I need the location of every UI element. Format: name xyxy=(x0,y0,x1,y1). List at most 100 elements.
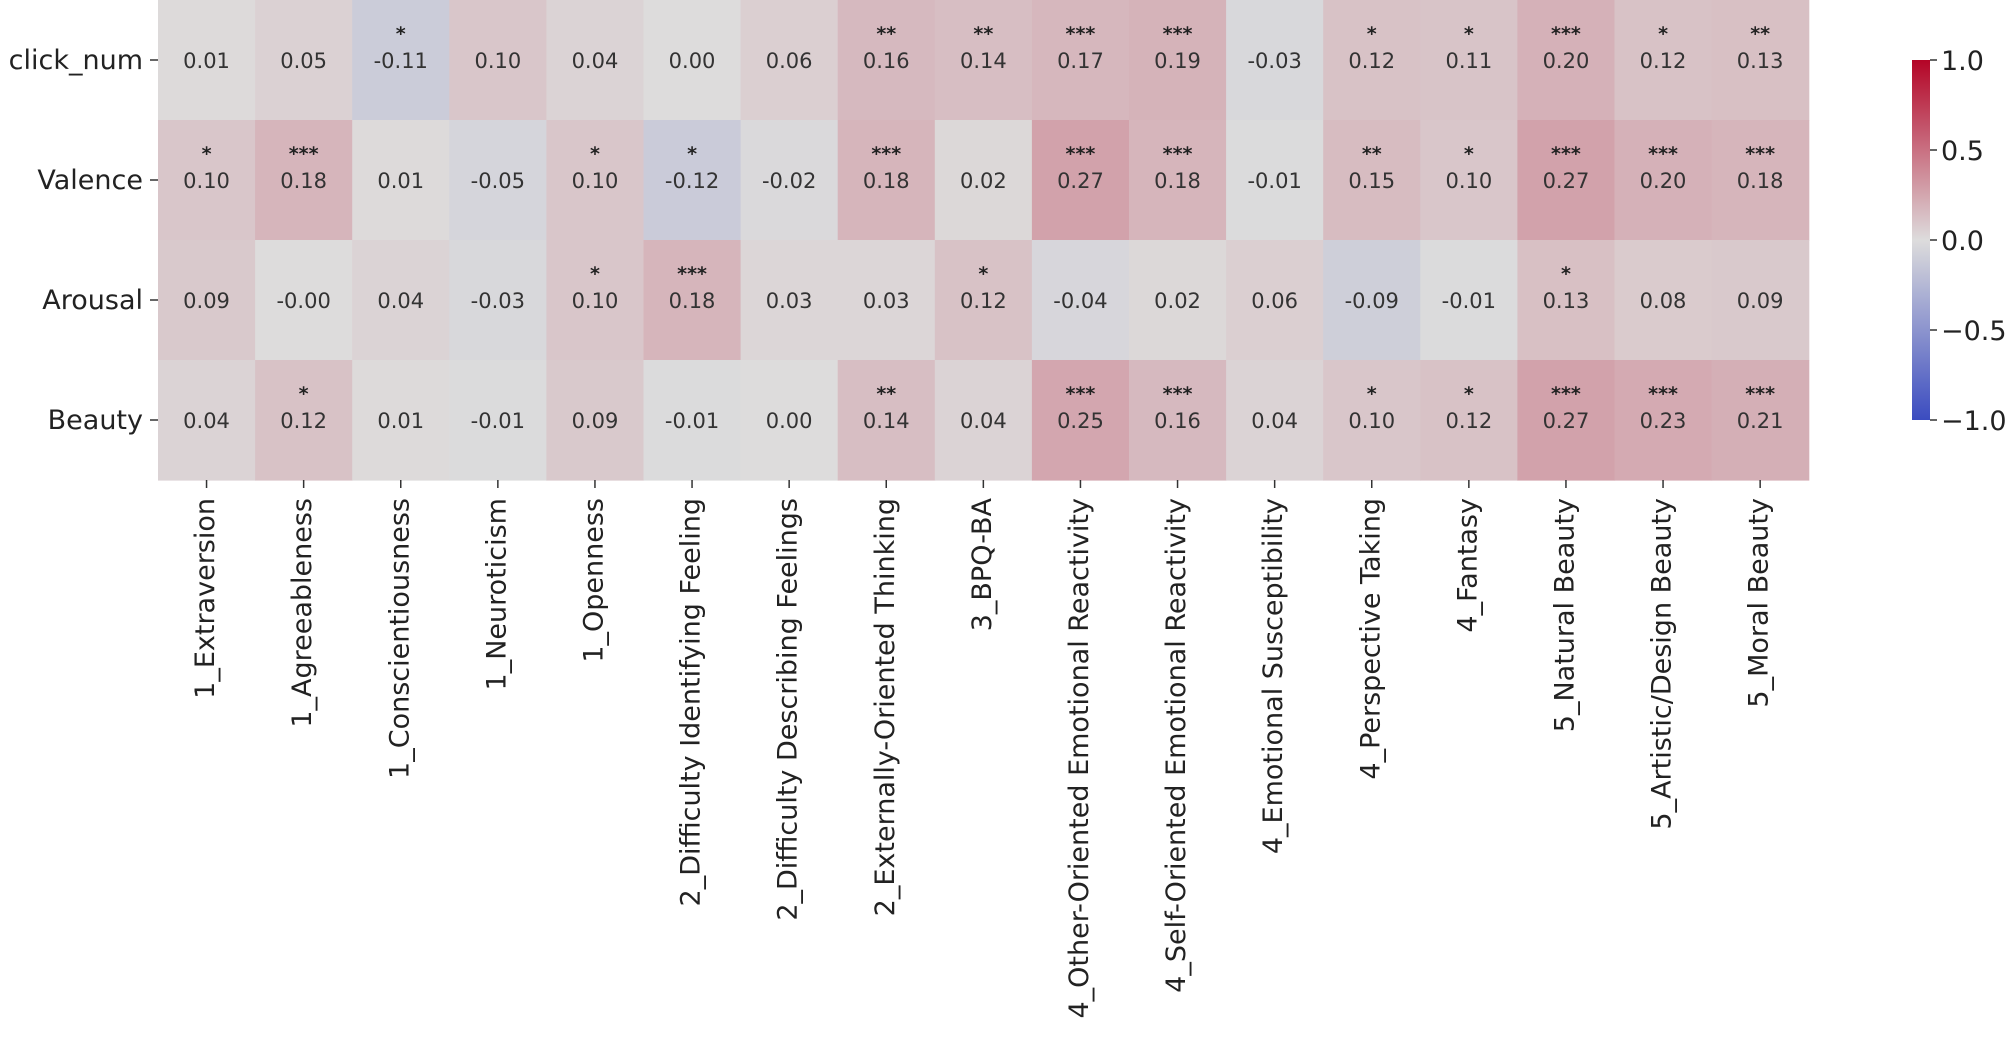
heatmap-cell xyxy=(934,0,1033,121)
heatmap-cell xyxy=(837,0,936,121)
cell-value-label: -0.00 xyxy=(276,289,330,313)
cell-value-label: 0.18 xyxy=(863,169,910,193)
cell-value-label: 0.04 xyxy=(572,49,619,73)
cell-significance: *** xyxy=(1648,143,1678,165)
heatmap-cell xyxy=(1129,360,1227,481)
heatmap-cell xyxy=(1129,120,1227,241)
heatmap-cell xyxy=(1129,0,1227,121)
cell-value-label: 0.10 xyxy=(572,289,619,313)
cell-value-label: -0.09 xyxy=(1345,289,1399,313)
cell-value-label: 0.04 xyxy=(183,409,230,433)
cell-value-label: -0.02 xyxy=(762,169,816,193)
cell-significance: ** xyxy=(876,383,896,405)
column-label: 4_Emotional Susceptibility xyxy=(1258,498,1289,854)
heatmap-cell xyxy=(1420,360,1518,481)
heatmap-cell xyxy=(1614,120,1713,241)
heatmap-cell xyxy=(1226,120,1324,241)
heatmap-cell xyxy=(1226,240,1324,361)
row-label: Beauty xyxy=(48,405,143,436)
heatmap-cell xyxy=(546,120,645,241)
cell-value-label: -0.01 xyxy=(471,409,525,433)
heatmap-cell xyxy=(546,360,645,481)
heatmap-cell xyxy=(1226,360,1324,481)
cell-significance: *** xyxy=(289,143,319,165)
cell-value-label: 0.17 xyxy=(1057,49,1104,73)
heatmap-cell xyxy=(643,120,742,241)
cell-value-label: 0.02 xyxy=(960,169,1007,193)
heatmap-cell xyxy=(1323,360,1421,481)
heatmap-cell xyxy=(255,240,353,361)
row-label: Valence xyxy=(37,165,143,196)
cell-value-label: 0.14 xyxy=(960,49,1007,73)
column-label: 4_Self-Oriented Emotional Reactivity xyxy=(1161,498,1192,993)
cell-value-label: 0.04 xyxy=(1251,409,1298,433)
heatmap-cell xyxy=(934,120,1033,241)
column-label: 2_Difficulty Identifying Feeling xyxy=(676,498,707,906)
cell-significance: * xyxy=(1367,383,1377,405)
cell-significance: *** xyxy=(1551,383,1581,405)
cell-value-label: 0.13 xyxy=(1737,49,1784,73)
cell-value-label: 0.27 xyxy=(1057,169,1104,193)
cell-value-label: 0.21 xyxy=(1737,409,1784,433)
cell-significance: *** xyxy=(1163,143,1193,165)
cell-value-label: -0.11 xyxy=(374,49,428,73)
cell-significance: *** xyxy=(1648,383,1678,405)
cell-value-label: 0.12 xyxy=(1445,409,1492,433)
heatmap-cell xyxy=(1031,360,1130,481)
cell-value-label: 0.12 xyxy=(1640,49,1687,73)
heatmap-cell xyxy=(449,240,547,361)
cell-value-label: -0.03 xyxy=(471,289,525,313)
cell-significance: * xyxy=(1367,23,1377,45)
heatmap-cell xyxy=(1517,240,1616,361)
cell-value-label: 0.13 xyxy=(1543,289,1590,313)
cell-value-label: -0.01 xyxy=(665,409,719,433)
column-label: 4_Fantasy xyxy=(1452,498,1483,633)
column-label: 2_Difficulty Describing Feelings xyxy=(773,498,804,921)
heatmap-cell xyxy=(1323,120,1421,241)
heatmap-cell xyxy=(352,360,450,481)
heatmap-cell xyxy=(449,120,547,241)
cell-value-label: 0.01 xyxy=(377,409,424,433)
heatmap-cell xyxy=(740,0,839,121)
cell-value-label: -0.01 xyxy=(1247,169,1301,193)
cell-significance: *** xyxy=(1066,23,1096,45)
heatmap-cell xyxy=(158,360,256,481)
cell-significance: * xyxy=(978,263,988,285)
cell-value-label: 0.09 xyxy=(572,409,619,433)
cell-significance: * xyxy=(1464,23,1474,45)
heatmap-cell xyxy=(1420,0,1518,121)
cell-value-label: 0.01 xyxy=(183,49,230,73)
cell-value-label: 0.10 xyxy=(572,169,619,193)
cell-value-label: 0.06 xyxy=(1251,289,1298,313)
heatmap-cell xyxy=(837,120,936,241)
cell-significance: * xyxy=(299,383,309,405)
cell-value-label: 0.00 xyxy=(669,49,716,73)
cell-value-label: 0.10 xyxy=(183,169,230,193)
column-label: 5_Natural Beauty xyxy=(1549,498,1580,732)
cell-significance: ** xyxy=(876,23,896,45)
heatmap-cell xyxy=(158,0,256,121)
heatmap-cell xyxy=(740,360,839,481)
cell-value-label: 0.20 xyxy=(1640,169,1687,193)
cell-value-label: 0.25 xyxy=(1057,409,1104,433)
cell-significance: ** xyxy=(1750,23,1770,45)
cell-value-label: 0.10 xyxy=(1445,169,1492,193)
column-label: 4_Perspective Taking xyxy=(1355,498,1386,780)
heatmap-cell xyxy=(1711,360,1810,481)
column-label: 2_Externally-Oriented Thinking xyxy=(870,498,901,916)
colorbar-tick-label: 0.5 xyxy=(1941,136,1984,167)
cell-value-label: 0.08 xyxy=(1640,289,1687,313)
heatmap-cell xyxy=(449,360,547,481)
cell-significance: * xyxy=(202,143,212,165)
cell-significance: *** xyxy=(1745,143,1775,165)
cell-significance: *** xyxy=(1066,383,1096,405)
cell-value-label: 0.09 xyxy=(1737,289,1784,313)
heatmap-cell xyxy=(1614,240,1713,361)
cell-value-label: 0.27 xyxy=(1543,409,1590,433)
heatmap-cell xyxy=(643,360,742,481)
heatmap-cell xyxy=(255,360,353,481)
heatmap-cell xyxy=(740,120,839,241)
cell-value-label: 0.23 xyxy=(1640,409,1687,433)
column-label: 1_Extraversion xyxy=(190,498,221,699)
